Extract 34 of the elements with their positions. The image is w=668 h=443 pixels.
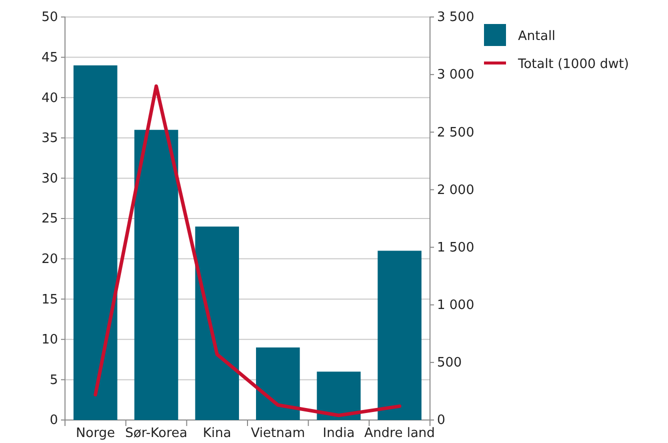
y-tick-label: 5: [50, 372, 58, 388]
legend-label: Totalt (1000 dwt): [517, 57, 629, 72]
x-tick-label: Sør-Korea: [125, 426, 188, 442]
y-tick-label: 35: [41, 131, 58, 146]
y-tick-label: 15: [41, 292, 58, 308]
y2-tick-label: 3 500: [437, 10, 474, 26]
bar: [378, 250, 422, 420]
y-tick-label: 30: [41, 171, 58, 186]
bar: [134, 130, 178, 420]
y2-tick-label: 0: [437, 413, 446, 428]
x-tick-label: Andre land: [364, 426, 435, 442]
y-tick-label: 40: [41, 90, 58, 106]
y2-tick-label: 500: [437, 356, 462, 371]
y-tick-label: 0: [50, 413, 58, 428]
x-tick-label: India: [322, 426, 355, 442]
legend-label: Antall: [518, 29, 556, 44]
y-tick-label: 20: [41, 252, 58, 267]
bar: [74, 65, 118, 420]
y2-tick-label: 1 000: [437, 298, 474, 314]
y2-tick-label: 2 000: [437, 182, 474, 198]
y-tick-label: 10: [41, 332, 58, 348]
y2-tick-label: 1 500: [437, 240, 474, 256]
x-tick-label: Norge: [76, 426, 115, 442]
line-series: [94, 84, 402, 418]
bar: [256, 347, 300, 420]
y-tick-label: 45: [41, 50, 58, 66]
y2-tick-label: 3 000: [437, 68, 474, 83]
x-tick-label: Vietnam: [250, 426, 306, 442]
y-tick-label: 50: [41, 10, 58, 26]
bar: [316, 372, 361, 420]
x-tick-label: Kina: [202, 426, 232, 442]
y2-tick-label: 2 500: [437, 125, 474, 140]
y-tick-label: 25: [41, 212, 58, 227]
bar: [195, 226, 239, 420]
